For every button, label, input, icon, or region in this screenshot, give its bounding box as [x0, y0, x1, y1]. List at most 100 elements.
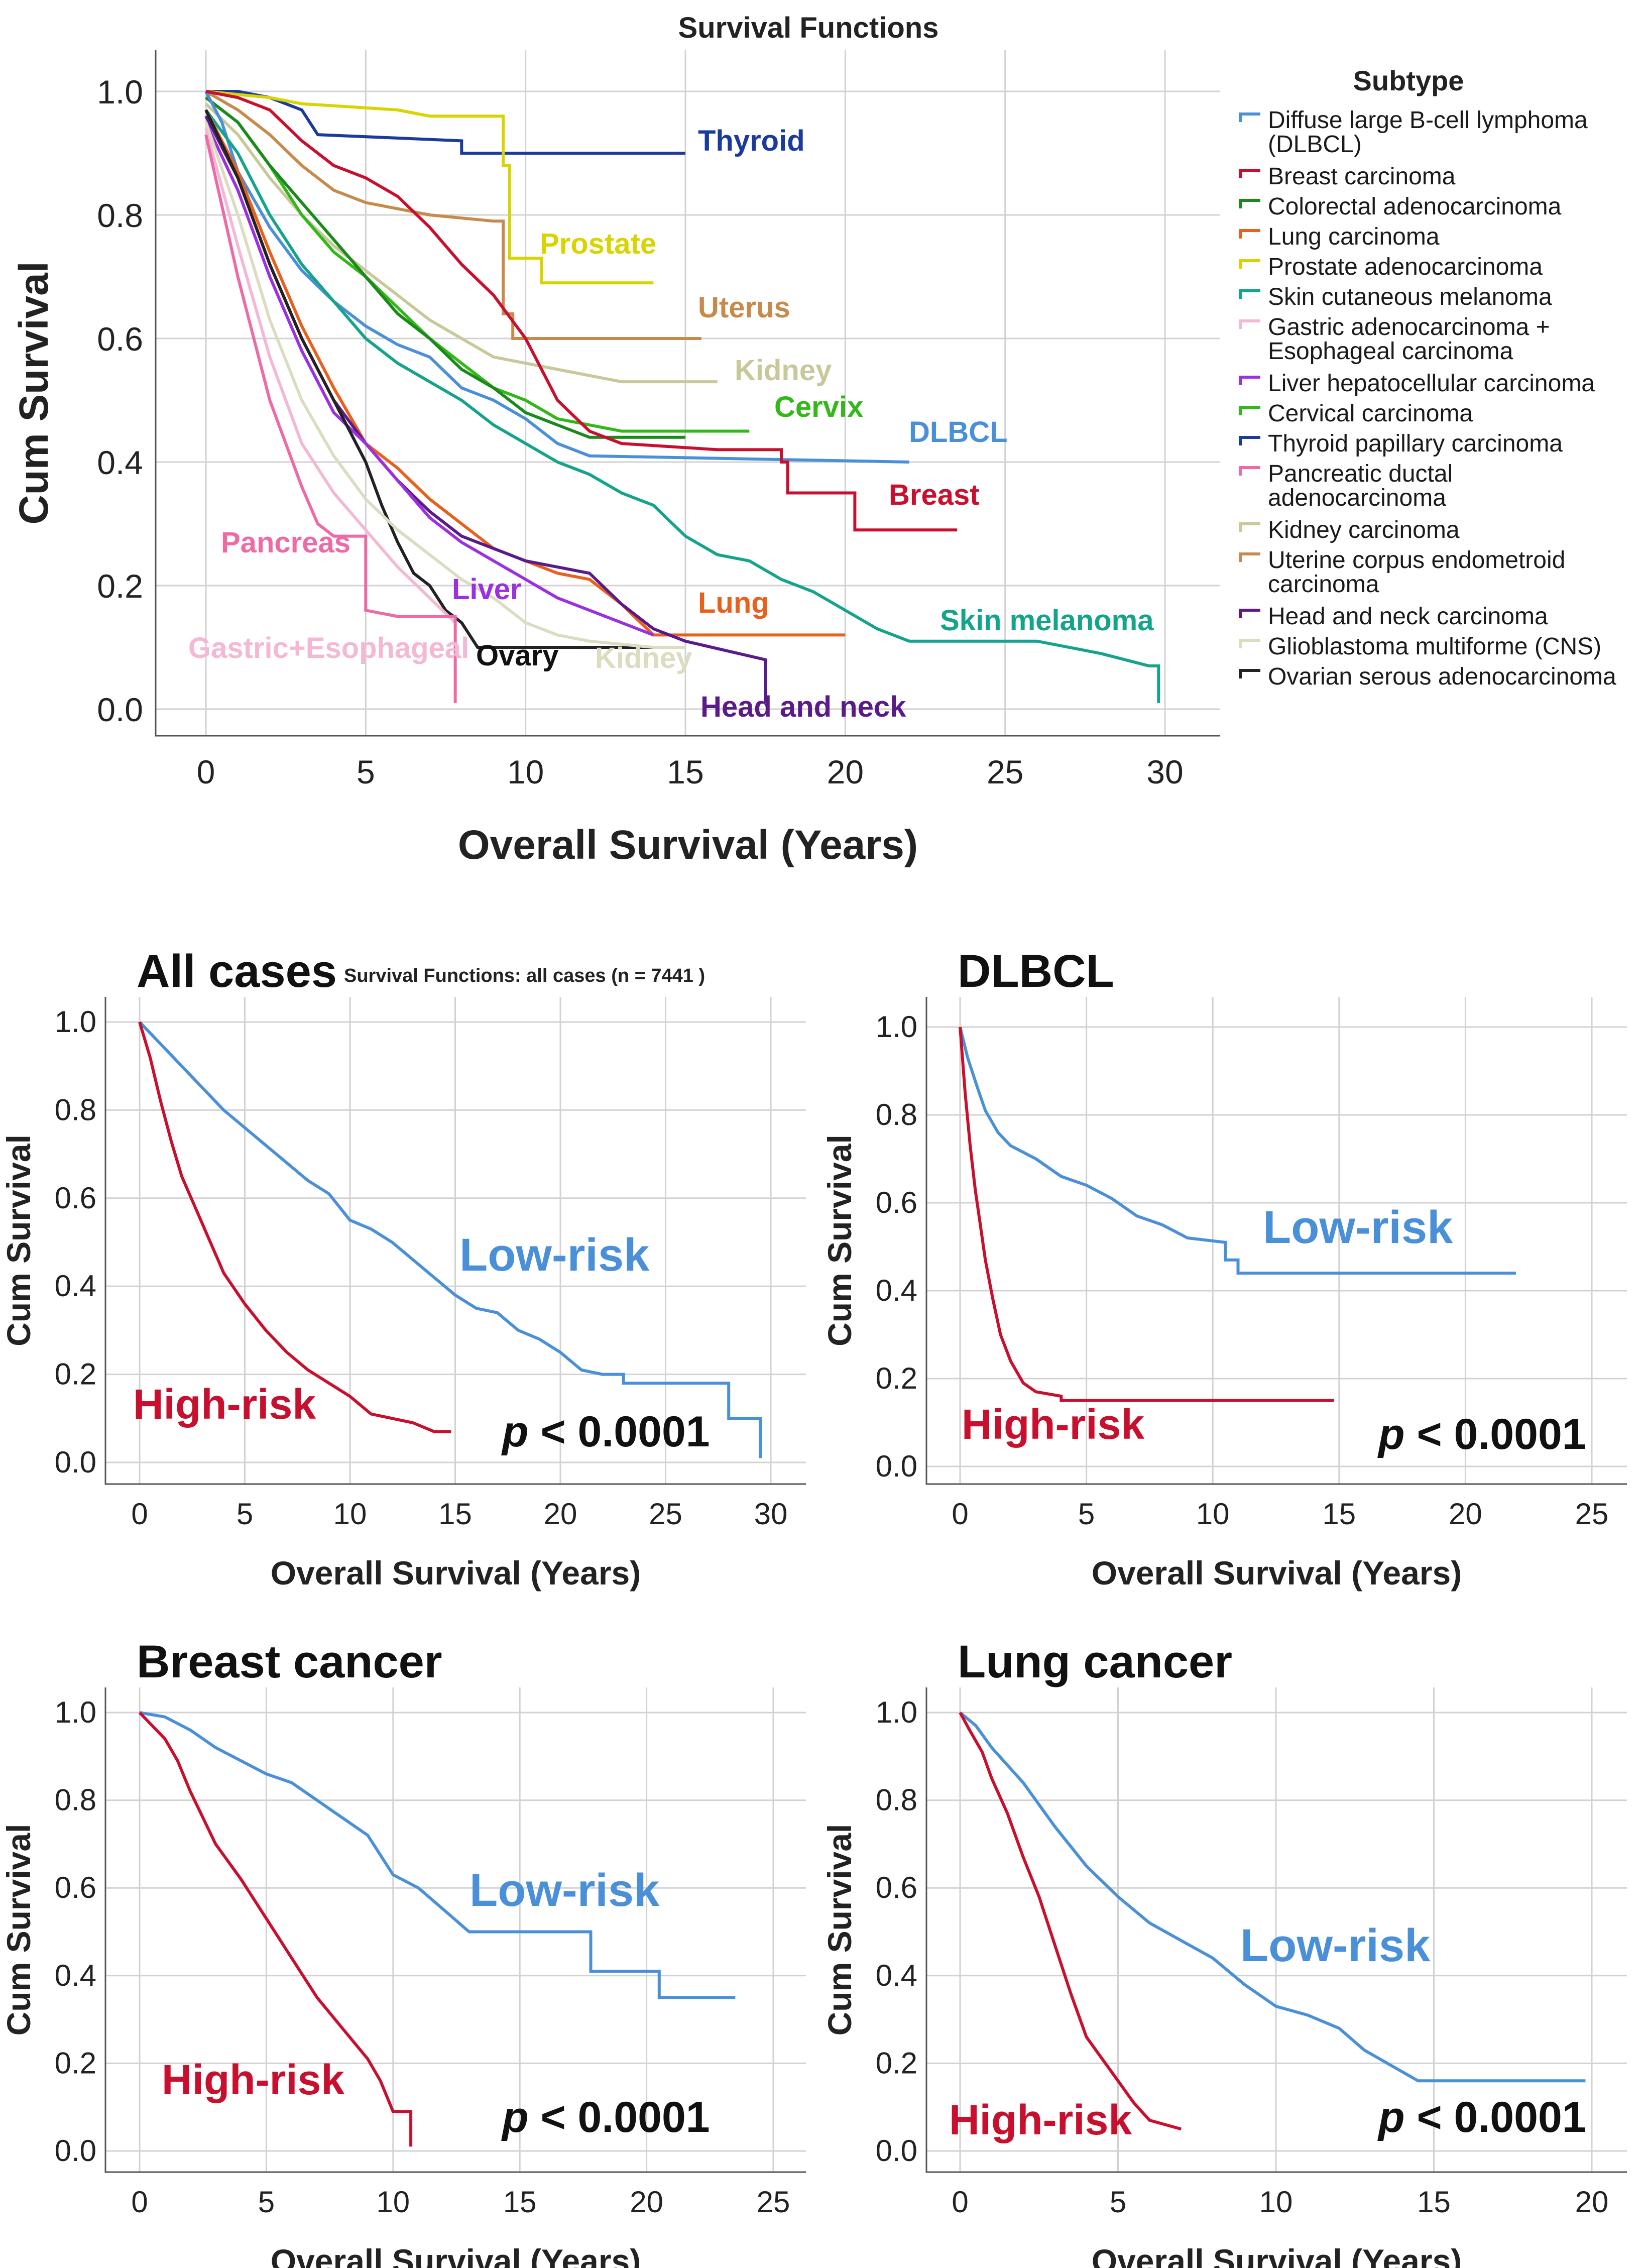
y-tick-label: 0.4 [97, 444, 143, 481]
series-line-colorectal [205, 96, 685, 439]
p-value-italic: p [501, 2093, 529, 2141]
high-risk-label: High-risk [162, 2056, 344, 2103]
y-tick-label: 0.0 [876, 1449, 917, 1483]
series-line-skin-melanoma [204, 109, 1160, 703]
legend-entry-label: Prostate adenocarcinoma [1268, 254, 1543, 280]
legend-swatch [1239, 466, 1260, 476]
legend-swatch [1239, 319, 1260, 329]
series-line-glioblastoma [204, 122, 685, 649]
curve-annotation: Uterus [698, 291, 790, 324]
p-value-rest: < 0.0001 [529, 2093, 710, 2141]
legend-title: Subtype [1353, 65, 1464, 96]
curve-annotation: Prostate [540, 228, 656, 260]
axis-frame [104, 997, 806, 1485]
x-tick-label: 30 [1146, 753, 1183, 790]
chart-title: Survival Functions [678, 12, 939, 44]
x-axis-label: Overall Survival (Years) [458, 822, 918, 868]
legend-swatch [1239, 376, 1260, 385]
legend-entry-label: Skin cutaneous melanoma [1268, 284, 1552, 310]
high-risk-label: High-risk [949, 2096, 1132, 2143]
legend-entry-label: Liver hepatocellular carcinoma [1268, 370, 1595, 397]
legend-entry-label: Thyroid papillary carcinoma [1268, 430, 1563, 457]
y-tick-label: 0.6 [876, 1186, 917, 1219]
series-line-high-risk [138, 1711, 413, 2147]
legend-entry-label: Gastric adenocarcinoma + [1268, 314, 1550, 341]
legend: Subtype Diffuse large B-cell lymphoma(DLB… [1239, 65, 1616, 690]
x-tick-label: 0 [131, 1497, 148, 1531]
chart-dlbcl: 0 5 10 15 20 25 0.0 0.2 0.4 0.6 0.8 1.0 Overall Surv… [821, 946, 1627, 1592]
y-tick-label: 1.0 [876, 1010, 917, 1044]
legend-swatch [1239, 259, 1260, 269]
x-axis-label: Overall Survival (Years) [271, 2242, 641, 2268]
legend-entry-label: Glioblastoma multiforme (CNS) [1268, 633, 1601, 660]
legend-entry-label: Pancreatic ductal [1268, 461, 1453, 487]
legend-entry-label: Cervical carcinoma [1268, 400, 1473, 427]
y-tick-label: 1.0 [55, 1695, 96, 1729]
x-tick-label: 20 [827, 753, 864, 790]
x-tick-label: 30 [754, 1497, 788, 1531]
x-tick-label: 25 [757, 2185, 790, 2219]
y-tick-label: 0.8 [97, 197, 143, 234]
legend-entry-label: Head and neck carcinoma [1268, 603, 1548, 630]
legend-entry-label: Colorectal adenocarcinoma [1268, 193, 1562, 220]
series-line-breast [205, 90, 958, 532]
series-line-gastric-esophageal [204, 128, 457, 697]
legend-swatch [1239, 289, 1260, 299]
curve-annotation: Breast [889, 479, 980, 511]
x-tick-label: 0 [197, 753, 215, 790]
panel-title: Lung cancer [958, 1636, 1232, 1687]
x-tick-label: 20 [1449, 1497, 1482, 1531]
series-line-low-risk [959, 1711, 1586, 2083]
curve-annotation: Gastric+Esophageal [188, 632, 469, 664]
legend-entry-label: Esophageal carcinoma [1268, 338, 1513, 365]
series-line-pancreas [204, 134, 457, 703]
axis-frame [104, 1687, 806, 2173]
x-tick-label: 0 [131, 2185, 148, 2219]
legend-entry-label: (DLBCL) [1268, 131, 1362, 158]
series-line-liver [204, 122, 654, 637]
curve-annotation: Cervix [774, 391, 863, 423]
series-line-prostate [205, 90, 654, 285]
x-tick-label: 10 [507, 753, 544, 790]
chart-main: 0 5 10 15 20 25 30 0.0 0.2 0.4 0.6 0.8 1.0 Overall Su… [11, 12, 1616, 868]
x-tick-label: 20 [630, 2185, 663, 2219]
series-line-kidney [204, 102, 718, 384]
x-axis-label: Overall Survival (Years) [1092, 2242, 1462, 2268]
legend-swatch [1239, 229, 1260, 239]
y-axis-label: Cum Survival [11, 261, 57, 524]
chart-breast: 0 5 10 15 20 25 0.0 0.2 0.4 0.6 0.8 1.0 Overall Surv… [0, 1636, 806, 2268]
p-value-rest: < 0.0001 [1405, 2093, 1586, 2141]
y-tick-label: 0.6 [876, 1871, 917, 1904]
x-tick-label: 20 [1575, 2185, 1609, 2219]
panel-title: All cases [137, 946, 337, 997]
curve-annotation: Pancreas [221, 526, 350, 559]
p-value-label: p < 0.0001 [501, 1408, 710, 1456]
low-risk-label: Low-risk [459, 1229, 650, 1281]
series-line-high-risk [959, 1027, 1334, 1402]
chart-all: 0 5 10 15 20 25 30 0.0 0.2 0.4 0.6 0.8 1.0 Overall Su… [0, 946, 806, 1592]
y-tick-label: 0.2 [55, 2046, 96, 2080]
y-axis-label: Cum Survival [821, 1824, 858, 2036]
curve-annotation: Ovary [476, 639, 558, 672]
series-line-low-risk [139, 1711, 736, 1999]
y-tick-label: 0.2 [876, 2046, 917, 2080]
curve-annotation: Skin melanoma [940, 604, 1154, 637]
p-value-label: p < 0.0001 [501, 2093, 710, 2141]
x-tick-label: 5 [357, 753, 375, 790]
y-tick-label: 0.6 [97, 320, 143, 358]
x-axis-label: Overall Survival (Years) [1092, 1554, 1462, 1592]
chart-lung: 0 5 10 15 20 0.0 0.2 0.4 0.6 0.8 1.0 Overall Surviv… [821, 1636, 1627, 2268]
x-tick-label: 5 [1110, 2185, 1126, 2219]
y-tick-label: 1.0 [97, 73, 143, 110]
legend-entry-label: Ovarian serous adenocarcinoma [1268, 663, 1616, 690]
high-risk-label: High-risk [133, 1381, 316, 1428]
axis-frame [925, 997, 1627, 1485]
p-value-italic: p [1377, 1410, 1405, 1458]
low-risk-label: Low-risk [1263, 1202, 1453, 1253]
x-tick-label: 15 [667, 753, 703, 790]
x-tick-label: 25 [987, 753, 1023, 790]
curve-annotation: Kidney [735, 354, 832, 387]
x-tick-label: 10 [333, 1497, 367, 1531]
series-line-high-risk [138, 1022, 451, 1433]
curve-annotation: Head and neck [700, 691, 906, 723]
